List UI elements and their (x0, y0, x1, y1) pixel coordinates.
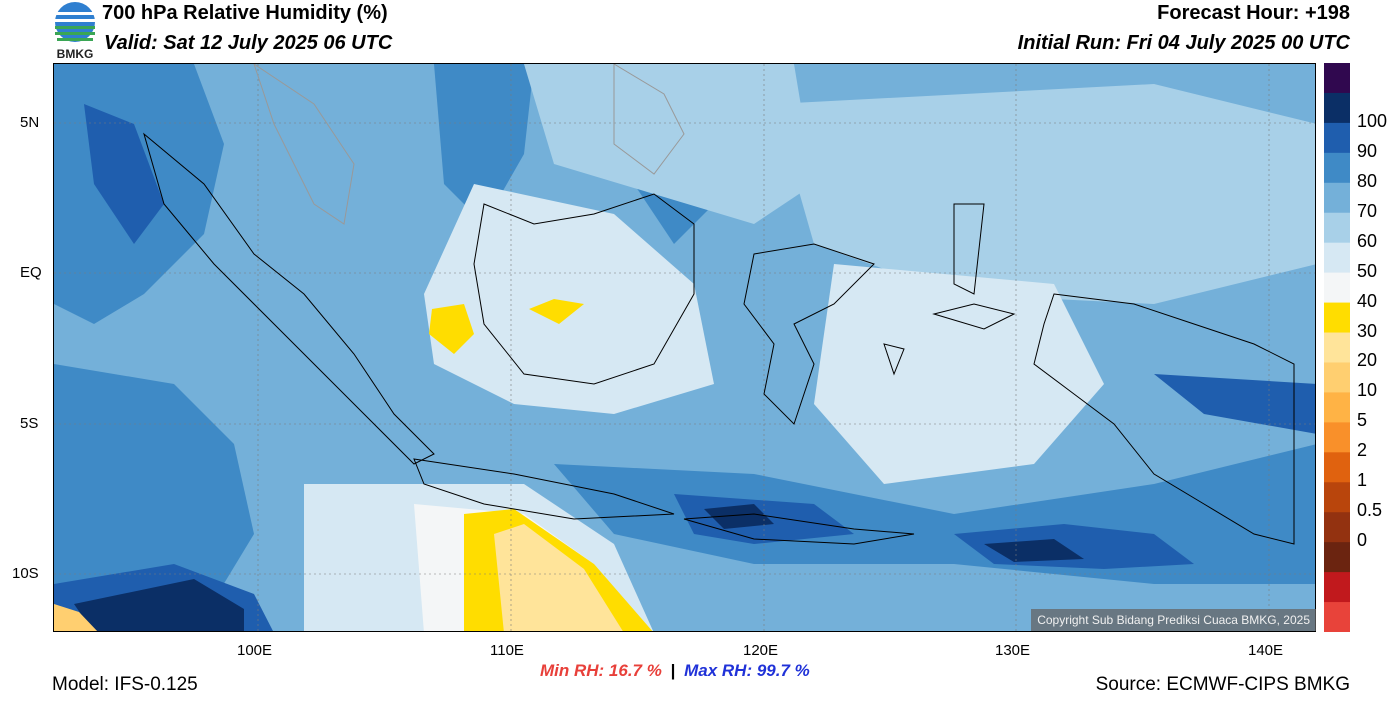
colorbar-label: 20 (1357, 350, 1378, 371)
forecast-hour: Forecast Hour: +198 (1157, 2, 1350, 24)
colorbar-label: 50 (1357, 260, 1378, 281)
colorbar-swatch (1324, 362, 1350, 393)
rh-separator: | (670, 661, 676, 680)
lon-label-110e: 110E (490, 642, 524, 659)
colorbar-swatch (1324, 392, 1350, 423)
colorbar-label: 5 (1357, 410, 1368, 431)
colorbar-swatch (1324, 602, 1350, 632)
colorbar-label: 2 (1357, 440, 1368, 461)
humidity-map (53, 63, 1316, 632)
colorbar-swatch (1324, 302, 1350, 334)
lat-label-5s: 5S (20, 415, 39, 432)
colorbar-swatch (1324, 422, 1350, 453)
initial-run: Initial Run: Fri 04 July 2025 00 UTC (1017, 32, 1350, 54)
colorbar-label: 30 (1357, 320, 1378, 341)
colorbar-label: 100 (1357, 110, 1388, 131)
colorbar-swatch (1324, 212, 1350, 244)
lon-label-100e: 100E (237, 642, 273, 659)
chart-title: 700 hPa Relative Humidity (%) (102, 2, 388, 24)
colorbar-swatch (1324, 332, 1350, 363)
colorbar-label: 80 (1357, 170, 1378, 191)
bmkg-logo: BMKG (55, 2, 95, 60)
colorbar-label: 0.5 (1357, 500, 1383, 521)
colorbar-swatch (1324, 542, 1350, 573)
model-label: Model: IFS-0.125 (52, 674, 198, 695)
max-rh: Max RH: 99.7 % (684, 661, 810, 680)
colorbar-swatch (1324, 572, 1350, 603)
colorbar-label: 40 (1357, 290, 1378, 311)
lon-label-120e: 120E (743, 642, 779, 659)
min-rh: Min RH: 16.7 % (540, 661, 662, 680)
source-label: Source: ECMWF-CIPS BMKG (1095, 674, 1350, 695)
colorbar-swatch (1324, 63, 1350, 94)
lat-label-5n: 5N (20, 114, 40, 131)
colorbar-swatch (1324, 482, 1350, 513)
colorbar-swatch (1324, 152, 1350, 184)
copyright-notice: Copyright Sub Bidang Prediksi Cuaca BMKG… (1031, 609, 1316, 631)
colorbar-label: 0 (1357, 530, 1368, 551)
lon-label-130e: 130E (995, 642, 1031, 659)
colorbar-swatch (1324, 92, 1350, 124)
colorbar-swatch (1324, 242, 1350, 274)
lon-label-140e: 140E (1248, 642, 1284, 659)
colorbar-swatch (1324, 182, 1350, 214)
rh-extremes: Min RH: 16.7 % | Max RH: 99.7 % (540, 661, 810, 681)
valid-time: Valid: Sat 12 July 2025 06 UTC (104, 32, 393, 54)
colorbar-swatch (1324, 512, 1350, 543)
colorbar-label: 10 (1357, 380, 1378, 401)
colorbar-swatch (1324, 122, 1350, 154)
map-field (54, 64, 1315, 631)
colorbar-swatch (1324, 272, 1350, 304)
colorbar-swatch (1324, 452, 1350, 483)
colorbar (1324, 63, 1350, 632)
colorbar-label: 90 (1357, 140, 1378, 161)
lat-label-eq: EQ (20, 264, 42, 281)
lat-label-10s: 10S (12, 565, 39, 582)
logo-text: BMKG (57, 47, 94, 60)
colorbar-label: 1 (1357, 470, 1368, 491)
colorbar-label: 60 (1357, 230, 1378, 251)
colorbar-label: 70 (1357, 200, 1378, 221)
